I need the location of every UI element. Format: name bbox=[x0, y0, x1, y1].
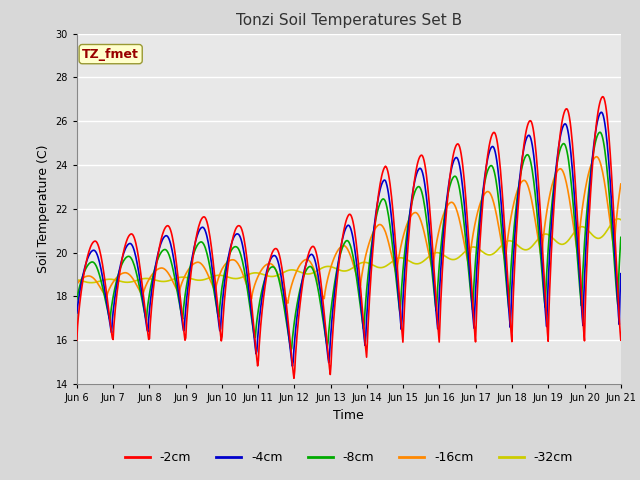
-2cm bbox=[83, 257, 90, 263]
-2cm bbox=[431, 288, 439, 294]
-8cm bbox=[596, 130, 604, 135]
-32cm bbox=[83, 279, 90, 285]
Line: -2cm: -2cm bbox=[77, 96, 621, 378]
-8cm bbox=[287, 348, 295, 353]
-4cm bbox=[597, 109, 605, 115]
-2cm bbox=[73, 337, 81, 343]
-32cm bbox=[614, 216, 621, 222]
-2cm bbox=[617, 337, 625, 343]
-8cm bbox=[139, 300, 147, 306]
Y-axis label: Soil Temperature (C): Soil Temperature (C) bbox=[36, 144, 50, 273]
-8cm bbox=[73, 296, 81, 302]
Title: Tonzi Soil Temperatures Set B: Tonzi Soil Temperatures Set B bbox=[236, 13, 462, 28]
-32cm bbox=[223, 274, 231, 280]
Line: -8cm: -8cm bbox=[77, 132, 621, 350]
-4cm bbox=[416, 166, 424, 171]
-4cm bbox=[431, 301, 439, 307]
-16cm bbox=[416, 215, 424, 220]
-8cm bbox=[431, 302, 439, 308]
-32cm bbox=[617, 217, 625, 223]
-4cm bbox=[194, 231, 202, 237]
-8cm bbox=[223, 261, 230, 267]
-16cm bbox=[194, 259, 202, 265]
-2cm bbox=[139, 286, 147, 291]
-2cm bbox=[194, 227, 202, 232]
-8cm bbox=[617, 235, 625, 240]
Line: -4cm: -4cm bbox=[77, 112, 621, 366]
-16cm bbox=[431, 246, 439, 252]
-4cm bbox=[289, 363, 296, 369]
Text: TZ_fmet: TZ_fmet bbox=[82, 48, 139, 60]
-2cm bbox=[416, 155, 424, 160]
X-axis label: Time: Time bbox=[333, 408, 364, 421]
-32cm bbox=[87, 280, 95, 286]
-4cm bbox=[223, 264, 230, 270]
-16cm bbox=[617, 181, 625, 187]
-16cm bbox=[284, 300, 292, 306]
-8cm bbox=[194, 241, 202, 247]
-16cm bbox=[593, 154, 600, 159]
-2cm bbox=[599, 94, 607, 99]
-8cm bbox=[416, 184, 424, 190]
-4cm bbox=[139, 296, 147, 302]
-32cm bbox=[73, 277, 81, 283]
-32cm bbox=[140, 276, 147, 282]
Line: -16cm: -16cm bbox=[77, 156, 621, 303]
-2cm bbox=[290, 375, 298, 381]
-16cm bbox=[139, 293, 147, 299]
-32cm bbox=[431, 250, 439, 256]
-4cm bbox=[73, 310, 81, 316]
-4cm bbox=[83, 258, 90, 264]
Legend: -2cm, -4cm, -8cm, -16cm, -32cm: -2cm, -4cm, -8cm, -16cm, -32cm bbox=[120, 446, 578, 469]
-16cm bbox=[73, 281, 81, 287]
-16cm bbox=[83, 274, 90, 279]
-16cm bbox=[223, 260, 230, 265]
-32cm bbox=[195, 277, 202, 283]
-8cm bbox=[83, 264, 90, 270]
Line: -32cm: -32cm bbox=[77, 219, 621, 283]
-4cm bbox=[617, 271, 625, 276]
-2cm bbox=[223, 276, 230, 281]
-32cm bbox=[416, 261, 424, 266]
